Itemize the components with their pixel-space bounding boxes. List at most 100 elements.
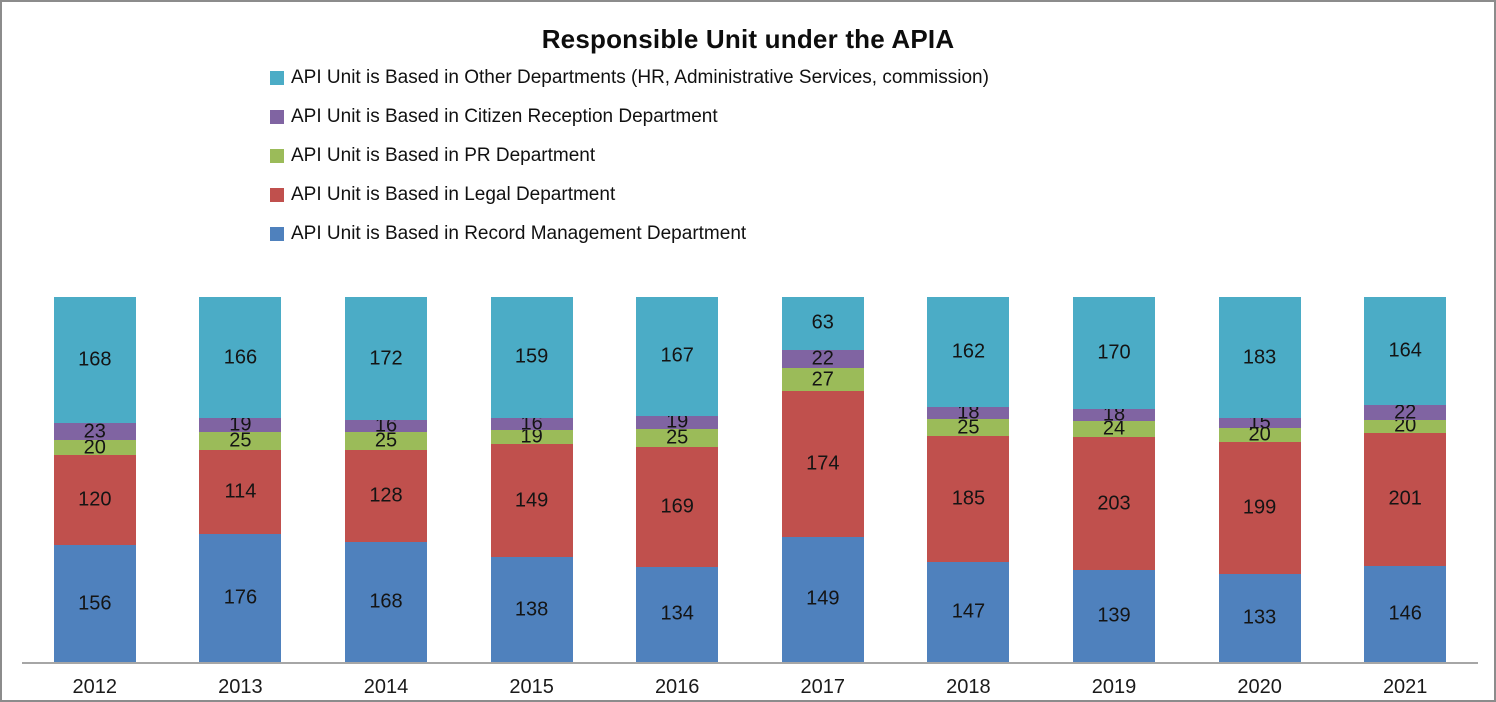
x-axis-tick-label: 2016 [654, 676, 700, 698]
bar-value-label: 23 [83, 420, 106, 443]
bar-segment: 128 [345, 449, 427, 542]
stacked-bar-2012: 156 120 20 23 168 [53, 297, 136, 662]
stacked-bar-2016: 134 169 25 19 167 [636, 297, 719, 662]
bar-segment: 27 [781, 368, 864, 391]
legend-swatch-icon [270, 109, 284, 124]
bar-segment: 168 [53, 297, 136, 423]
bar-value-label: 164 [1388, 339, 1422, 362]
bar-value-label: 183 [1242, 346, 1277, 369]
bar-value-label: 162 [951, 340, 986, 363]
legend-swatch-icon [270, 187, 284, 202]
legend-label: API Unit is Based in Legal Department [291, 183, 616, 205]
x-axis-tick-label: 2020 [1237, 676, 1282, 698]
stacked-bar-2021: 146 201 20 22 164 [1364, 297, 1447, 662]
bar-segment: 176 [199, 533, 282, 662]
bar-segment: 16 [345, 415, 427, 436]
bar-value-label: 146 [1388, 602, 1422, 625]
stacked-bar-2014: 168 128 25 16 172 [345, 297, 427, 662]
bar-value-label: 138 [514, 598, 549, 621]
bar-segment: 159 [490, 297, 573, 418]
bar-value-label: 63 [811, 311, 834, 334]
bar-value-label: 199 [1242, 496, 1277, 519]
bar-segment: 162 [927, 297, 1010, 408]
bar-value-label: 169 [660, 495, 694, 518]
stacked-bar-2020: 133 199 20 15 183 [1218, 297, 1301, 662]
bar-segment: 25 [345, 429, 427, 452]
bar-value-label: 25 [666, 426, 689, 449]
legend-label: API Unit is Based in Citizen Reception D… [291, 105, 718, 127]
bar-value-label: 166 [223, 346, 258, 369]
legend-label: API Unit is Based in Record Management D… [291, 222, 747, 244]
bar-segment: 25 [927, 416, 1010, 439]
legend-item: API Unit is Based in Citizen Reception D… [270, 97, 989, 136]
plot-area: 156 120 20 23 168 176 114 25 19 166 168 128 25 16 172 1… [22, 297, 1478, 664]
bar-segment: 134 [636, 566, 719, 662]
stacked-bar-2019: 139 203 24 18 170 [1073, 297, 1155, 662]
x-axis-tick-label: 2014 [363, 676, 409, 698]
bar-value-label: 149 [514, 489, 549, 512]
bar-value-label: 134 [660, 602, 694, 625]
chart-title: Responsible Unit under the APIA [541, 24, 955, 54]
legend-swatch-icon [270, 226, 284, 241]
bar-value-label: 120 [78, 488, 112, 511]
bar-value-label: 168 [78, 348, 112, 371]
bar-segment: 170 [1073, 297, 1155, 410]
stacked-bar-2017: 149 174 27 22 63 [781, 297, 864, 662]
bar-value-label: 114 [224, 480, 257, 503]
x-axis-tick-label: 2019 [1091, 676, 1137, 698]
legend-swatch-icon [270, 148, 284, 163]
bar-segment: 147 [927, 562, 1010, 662]
x-axis-tick-label: 2017 [800, 676, 846, 698]
bar-segment: 133 [1218, 573, 1301, 662]
bar-value-label: 170 [1097, 341, 1131, 364]
bar-segment: 138 [490, 557, 573, 662]
bar-segment: 18 [1073, 404, 1155, 425]
x-axis-tick-label: 2012 [72, 676, 118, 698]
bar-segment: 24 [1073, 417, 1155, 440]
bar-value-label: 25 [957, 416, 980, 439]
stacked-bar-2015: 138 149 19 16 159 [490, 297, 573, 662]
bar-value-label: 133 [1242, 606, 1277, 629]
bar-segment: 149 [490, 444, 573, 558]
bar-value-label: 159 [514, 345, 549, 368]
bar-segment: 22 [1364, 402, 1447, 423]
legend-item: API Unit is Based in Legal Department [270, 175, 989, 214]
bar-value-label: 27 [811, 368, 834, 391]
bar-value-label: 149 [806, 587, 840, 610]
bar-value-label: 25 [229, 429, 252, 452]
bar-segment: 172 [345, 297, 427, 421]
bar-segment: 63 [781, 297, 864, 350]
x-axis-tick-label: 2021 [1382, 676, 1428, 698]
bar-segment: 19 [199, 414, 282, 435]
bar-value-label: 24 [1102, 417, 1126, 440]
bar-segment: 20 [1218, 424, 1301, 445]
bar-segment: 164 [1364, 297, 1447, 406]
bar-segment: 25 [199, 429, 282, 452]
legend-item: API Unit is Based in Record Management D… [270, 214, 989, 253]
x-axis: 2012 2013 2014 2015 2016 2017 2018 2019 2020 2021 [2, 676, 1494, 700]
bar-segment: 185 [927, 436, 1010, 563]
bar-value-label: 167 [660, 344, 694, 367]
bar-segment: 167 [636, 297, 719, 416]
bar-value-label: 185 [951, 487, 986, 510]
bar-segment: 156 [53, 545, 136, 662]
bar-value-label: 128 [369, 484, 403, 507]
bar-segment: 199 [1218, 441, 1301, 574]
bar-value-label: 176 [223, 586, 258, 609]
bar-segment: 114 [199, 450, 282, 534]
legend-label: API Unit is Based in Other Departments (… [291, 66, 989, 88]
bar-value-label: 25 [374, 429, 398, 452]
bar-segment: 203 [1073, 436, 1155, 571]
bar-segment: 19 [490, 426, 573, 447]
bar-segment: 15 [1218, 412, 1301, 433]
legend-swatch-icon [270, 70, 284, 85]
bar-value-label: 174 [806, 452, 840, 475]
bar-segment: 19 [636, 411, 719, 432]
bar-segment: 146 [1364, 565, 1447, 662]
x-axis-tick-label: 2015 [509, 676, 554, 698]
bar-value-label: 139 [1097, 604, 1131, 627]
bar-segment: 201 [1364, 432, 1447, 566]
legend-item: API Unit is Based in PR Department [270, 136, 989, 175]
x-axis-tick-label: 2018 [946, 676, 991, 698]
